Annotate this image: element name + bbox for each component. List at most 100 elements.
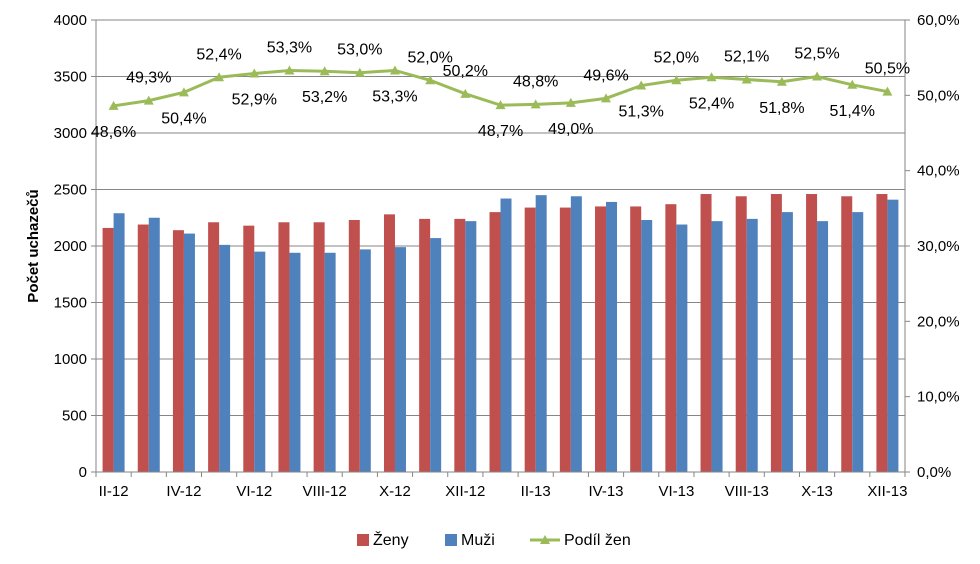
y2-tick-label: 60,0% <box>917 12 960 29</box>
y-tick-label: 0 <box>79 464 87 481</box>
bars <box>102 194 899 473</box>
line-point <box>214 72 225 82</box>
x-tick-label: IV-13 <box>589 483 624 500</box>
line-data-label: 50,5% <box>865 61 910 78</box>
bar-muzi <box>500 198 512 473</box>
line-point <box>882 86 893 96</box>
bar-zeny <box>806 194 818 472</box>
line-data-label: 52,1% <box>724 49 769 66</box>
line-point <box>741 74 752 84</box>
x-tick-label: X-13 <box>801 483 833 500</box>
line-data-label: 48,8% <box>513 73 558 90</box>
line-point <box>143 95 154 105</box>
bar-muzi <box>465 221 477 472</box>
y-tick-label: 2500 <box>54 182 87 199</box>
bar-zeny <box>172 230 184 472</box>
legend-entry-label: Muži <box>461 532 495 549</box>
bar-muzi <box>676 224 688 472</box>
line-point <box>354 67 365 77</box>
y2-tick-label: 0,0% <box>917 464 951 481</box>
bar-zeny <box>348 220 360 472</box>
line-data-label: 50,2% <box>443 63 488 80</box>
line-point <box>847 79 858 89</box>
bar-muzi <box>852 212 864 472</box>
line-data-label: 52,5% <box>794 46 839 63</box>
y2-tick-label: 10,0% <box>917 389 960 406</box>
line-data-label: 49,6% <box>583 67 628 84</box>
bar-muzi <box>113 213 125 473</box>
line-point <box>812 71 823 81</box>
line-point <box>671 75 682 85</box>
bar-muzi <box>711 221 723 472</box>
line-data-label: 52,0% <box>407 49 452 66</box>
line-data-label: 52,9% <box>232 91 277 108</box>
x-tick-label: XII-12 <box>445 483 485 500</box>
bar-zeny <box>559 207 571 472</box>
y-tick-label: 4000 <box>54 12 87 29</box>
line-point <box>636 80 647 90</box>
bar-zeny <box>630 206 642 472</box>
line-data-label: 53,0% <box>337 42 382 59</box>
bar-zeny <box>595 206 607 472</box>
bar-muzi <box>746 218 758 472</box>
line-point <box>601 93 612 103</box>
line-point <box>284 65 295 75</box>
line-data-labels: 48,6% 49,3% 50,4% 52,4% 52,9% 53,3% 53,2% 53,0%… <box>91 39 910 140</box>
bar-muzi <box>324 252 336 472</box>
bar-muzi <box>183 233 195 472</box>
bar-muzi <box>148 217 160 472</box>
bar-muzi <box>289 252 301 472</box>
bar-zeny <box>489 212 501 472</box>
x-tick-label: X-12 <box>379 483 411 500</box>
x-axis-ticks: II-12 IV-12 VI-12 VIII-12 X-12 XII-12 II-13 IV-… <box>95 472 907 500</box>
bar-zeny <box>841 196 853 472</box>
y-tick-label: 1000 <box>54 351 87 368</box>
y2-tick-label: 50,0% <box>917 87 960 104</box>
x-tick-label: IV-12 <box>166 483 201 500</box>
line-data-label: 52,4% <box>196 46 241 63</box>
legend-entry-label: Podíl žen <box>564 532 631 549</box>
line-point <box>249 68 260 78</box>
y2-tick-label: 20,0% <box>917 313 960 330</box>
bar-zeny <box>313 222 325 472</box>
line-data-label: 53,2% <box>302 89 347 106</box>
legend-swatch <box>445 534 457 546</box>
bar-zeny <box>137 224 149 472</box>
y2-axis-ticks: 0,0% 10,0% 20,0% 30,0% 40,0% 50,0% 60,0% <box>905 12 960 481</box>
line-data-label: 49,3% <box>126 70 171 87</box>
y-tick-label: 3000 <box>54 125 87 142</box>
bar-zeny <box>665 204 677 472</box>
bar-muzi <box>430 238 442 472</box>
bar-muzi <box>535 195 547 472</box>
line-point <box>178 87 189 97</box>
x-tick-label: VIII-13 <box>725 483 769 500</box>
legend-triangle-marker <box>540 535 550 544</box>
line-data-label: 48,7% <box>478 123 523 140</box>
bar-zeny <box>208 222 220 472</box>
y-tick-label: 1500 <box>54 295 87 312</box>
x-tick-label: II-13 <box>521 483 551 500</box>
line-data-label: 48,6% <box>91 124 136 141</box>
y-axis-ticks: 0 500 1000 1500 2000 2500 3000 3500 4000 <box>54 12 96 481</box>
bar-zeny <box>876 194 888 472</box>
bar-zeny <box>454 218 466 472</box>
line-data-label: 53,3% <box>372 88 417 105</box>
line-point <box>706 72 717 82</box>
line-data-label: 51,4% <box>830 103 875 120</box>
line-data-label: 52,0% <box>654 49 699 66</box>
bar-muzi <box>817 221 829 472</box>
line-point <box>389 65 400 75</box>
bar-zeny <box>102 227 114 472</box>
bar-muzi <box>570 196 582 472</box>
bar-zeny <box>770 194 782 472</box>
bar-muzi <box>887 199 899 473</box>
legend-entry-label: Ženy <box>373 530 409 549</box>
bar-muzi <box>606 201 618 472</box>
legend: Ženy Muži Podíl žen <box>357 530 631 549</box>
line-point <box>108 100 119 110</box>
x-tick-label: VI-12 <box>236 483 272 500</box>
line-data-label: 51,3% <box>619 104 664 121</box>
line-data-label: 53,3% <box>267 39 312 56</box>
bar-muzi <box>254 251 266 472</box>
